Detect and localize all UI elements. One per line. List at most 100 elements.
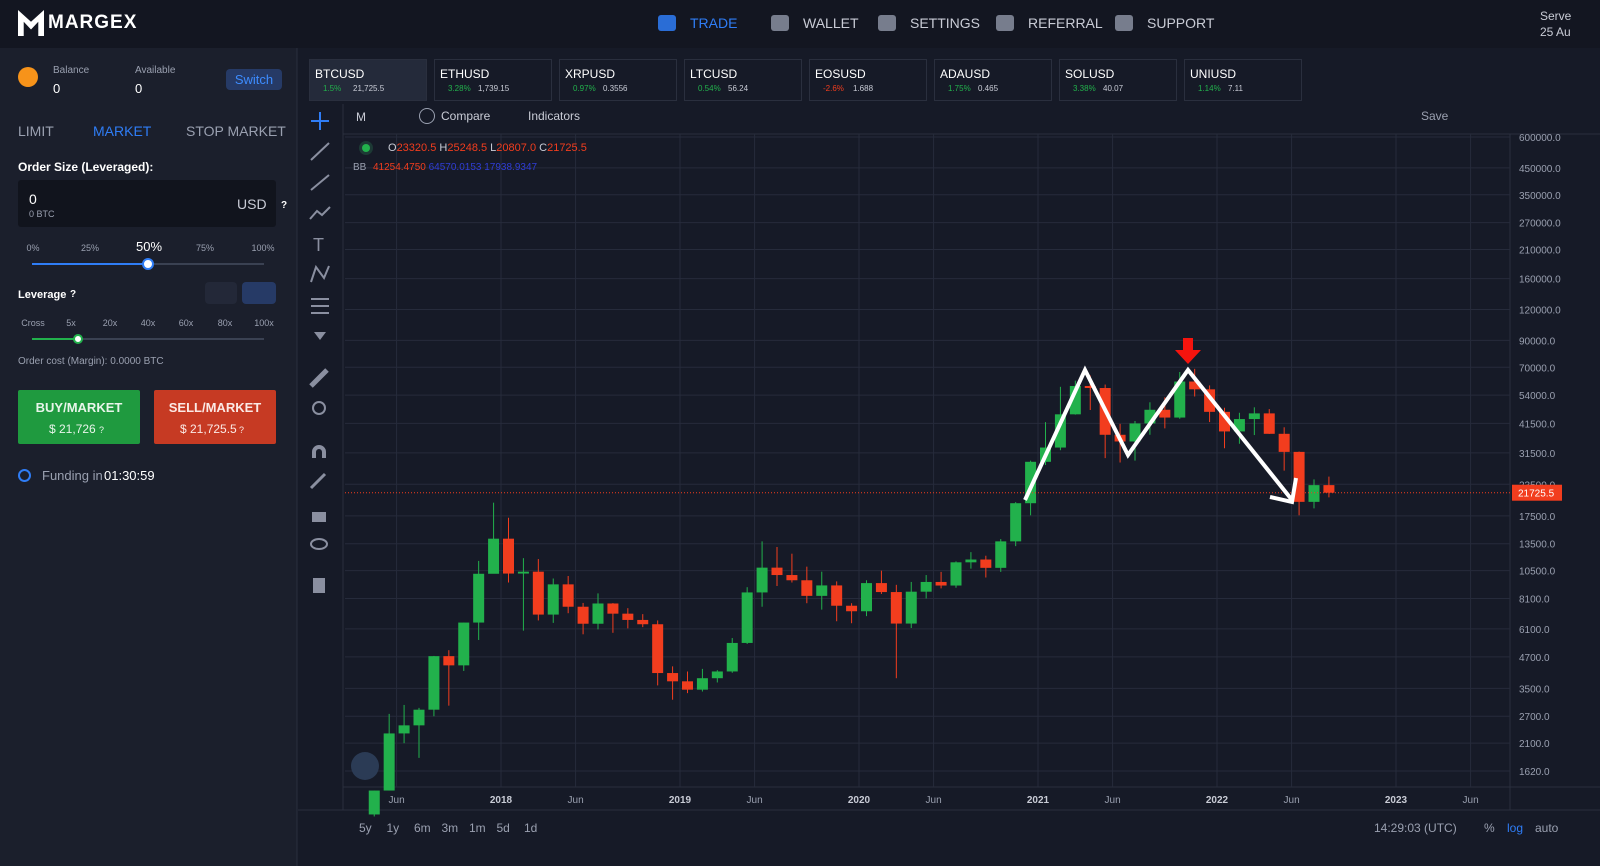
candle-body xyxy=(1308,485,1320,502)
ticker-card[interactable] xyxy=(684,59,802,101)
help[interactable]: ? xyxy=(70,289,77,300)
sell-label: SELL/MARKET xyxy=(168,400,262,415)
nav-item[interactable]: SETTINGS xyxy=(910,15,981,31)
ticker-card[interactable] xyxy=(434,59,552,101)
ticker-change: 0.54% xyxy=(698,84,721,93)
bb-value: 17938.9347 xyxy=(484,162,538,173)
ticker-bar xyxy=(298,48,1600,104)
y-tick-label: 41500.0 xyxy=(1519,419,1556,430)
candle-body xyxy=(398,725,410,734)
x-tick-label: 2019 xyxy=(669,795,692,806)
funding-time: 01:30:59 xyxy=(104,468,155,483)
indicators[interactable]: Indicators xyxy=(528,109,581,123)
candle-body xyxy=(741,592,753,643)
order-cost: Order cost (Margin): 0.0000 BTC xyxy=(18,356,164,367)
ohlc-value: 25248.5 xyxy=(447,142,488,154)
y-tick-label: 8100.0 xyxy=(1519,594,1550,605)
ticker-change: 3.38% xyxy=(1073,84,1096,93)
interval[interactable]: M xyxy=(356,110,366,124)
svg-text:T: T xyxy=(313,235,324,255)
server: Serve xyxy=(1540,9,1572,23)
compare-icon xyxy=(419,108,435,124)
switch-button[interactable]: Switch xyxy=(226,69,282,90)
range[interactable]: 6m xyxy=(414,821,431,835)
nav-item[interactable]: WALLET xyxy=(803,15,859,31)
candle-body xyxy=(816,585,828,596)
candle-body xyxy=(547,584,559,615)
range[interactable]: 5d xyxy=(496,821,510,835)
ticker-card[interactable] xyxy=(809,59,927,101)
candle-body xyxy=(428,656,440,710)
ticker-card[interactable] xyxy=(559,59,677,101)
price-tag xyxy=(1512,484,1562,501)
save[interactable]: Save xyxy=(1421,109,1449,123)
candle-body xyxy=(637,619,649,625)
size-mark: 25% xyxy=(80,243,100,253)
available-label: Available xyxy=(135,65,176,76)
nav-item[interactable]: TRADE xyxy=(690,15,738,31)
candle-body xyxy=(935,581,947,586)
sell-price: $ 21,725.5 xyxy=(180,422,237,436)
x-tick-label: 2020 xyxy=(848,795,871,806)
candle-body xyxy=(1129,423,1141,442)
order-tab[interactable]: STOP MARKET xyxy=(186,123,286,139)
range[interactable]: 1m xyxy=(469,821,486,835)
candle-body xyxy=(1219,411,1230,432)
ticker-symbol: ETHUSD xyxy=(440,67,490,81)
range[interactable]: 1y xyxy=(386,821,400,835)
compare[interactable]: Compare xyxy=(441,109,491,123)
candle-body xyxy=(1084,385,1096,389)
slider-button[interactable] xyxy=(242,282,276,304)
ticker-price: 1.688 xyxy=(853,84,874,93)
ticker-card[interactable] xyxy=(1059,59,1177,101)
y-tick-label: 2100.0 xyxy=(1519,739,1550,750)
option[interactable]: auto xyxy=(1535,821,1559,835)
range[interactable]: 5y xyxy=(359,821,372,835)
x-tick-label: Jun xyxy=(747,795,763,806)
order-tab[interactable]: LIMIT xyxy=(18,123,54,139)
option[interactable]: log xyxy=(1507,821,1524,835)
candle-body xyxy=(861,583,872,612)
help[interactable]: ? xyxy=(281,200,288,211)
candle-body xyxy=(682,681,693,690)
candle-body xyxy=(756,567,768,593)
order-input[interactable] xyxy=(18,180,276,227)
ticker-symbol: ADAUSD xyxy=(940,67,991,81)
help[interactable]: ? xyxy=(99,425,105,435)
option[interactable]: % xyxy=(1484,821,1495,835)
sell-button[interactable] xyxy=(154,390,276,444)
ticker-change: 1.75% xyxy=(948,84,971,93)
leverage-knob[interactable] xyxy=(73,334,83,344)
candle-body xyxy=(667,673,679,682)
range[interactable]: 3m xyxy=(441,821,459,835)
leverage-mark: 20x xyxy=(102,318,118,328)
ticker-card[interactable] xyxy=(934,59,1052,101)
candle-body xyxy=(890,592,902,624)
y-tick-label: 450000.0 xyxy=(1519,164,1561,175)
funding-label: Funding in xyxy=(42,468,103,483)
ticker-card[interactable] xyxy=(309,59,427,101)
candle-body xyxy=(1248,413,1260,420)
date: 25 Au xyxy=(1540,25,1571,39)
buy-button[interactable] xyxy=(18,390,140,444)
y-tick-label: 350000.0 xyxy=(1519,191,1561,202)
candle-body xyxy=(488,538,500,574)
candle-body xyxy=(965,559,977,563)
nav-item[interactable]: REFERRAL xyxy=(1028,15,1103,31)
y-tick-label: 1620.0 xyxy=(1519,767,1550,778)
leverage-mark: 100x xyxy=(254,318,274,328)
help[interactable]: ? xyxy=(239,425,245,435)
x-tick-label: Jun xyxy=(926,795,942,806)
candle-body xyxy=(831,585,843,606)
y-tick-label: 70000.0 xyxy=(1519,363,1556,374)
ticker-card[interactable] xyxy=(1184,59,1302,101)
range[interactable]: 1d xyxy=(524,821,538,835)
order-unit: USD xyxy=(237,196,267,212)
leverage-track xyxy=(32,338,264,340)
edit-button[interactable] xyxy=(205,282,237,304)
y-tick-label: 600000.0 xyxy=(1519,133,1561,144)
candle-body xyxy=(1278,433,1290,452)
order-tab[interactable]: MARKET xyxy=(93,123,152,139)
nav-item[interactable]: SUPPORT xyxy=(1147,15,1215,31)
size-knob[interactable] xyxy=(142,258,154,270)
